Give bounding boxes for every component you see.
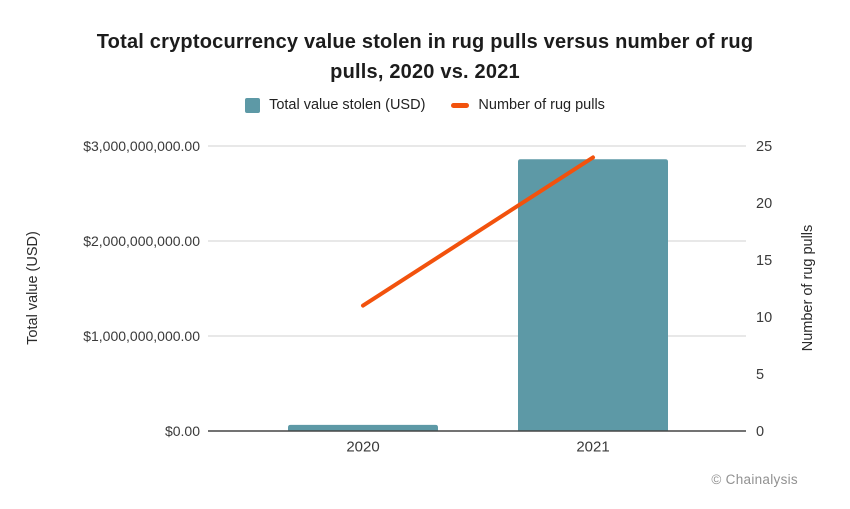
chart-title-line-1: Total cryptocurrency value stolen in rug… <box>96 31 754 53</box>
right-axis-tick-label: 15 <box>756 253 772 269</box>
left-axis-tick-label: $2,000,000,000.00 <box>83 233 200 249</box>
bar-2021 <box>518 159 668 432</box>
right-axis-tick-label: 20 <box>756 196 772 212</box>
chart-title: Total cryptocurrency value stolen in rug… <box>0 27 850 87</box>
right-axis-tick-label: 0 <box>756 424 764 440</box>
left-axis-tick-label: $1,000,000,000.00 <box>83 328 200 344</box>
x-axis-label-2020: 2020 <box>346 438 379 455</box>
x-axis-label-2021: 2021 <box>576 438 609 455</box>
left-axis-tick-label: $3,000,000,000.00 <box>83 138 200 154</box>
right-axis-tick-label: 10 <box>756 310 772 326</box>
legend-label-total-value: Total value stolen (USD) <box>269 97 426 113</box>
legend: Total value stolen (USD) Number of rug p… <box>0 94 850 116</box>
chart-title-line-2: pulls, 2020 vs. 2021 <box>330 61 520 83</box>
line-series-swatch-icon <box>451 102 470 108</box>
bar-2020 <box>288 424 438 431</box>
legend-item-total-value: Total value stolen (USD) <box>245 97 425 113</box>
right-axis-tick-label: 5 <box>756 367 764 383</box>
left-axis-title: Total value (USD) <box>25 231 41 345</box>
chart-plot-area: $0.00 $1,000,000,000.00 $2,000,000,000.00 $… <box>25 138 816 455</box>
rug-pulls-line <box>361 155 595 308</box>
right-axis-title: Number of rug pulls <box>800 225 816 352</box>
legend-label-rug-pulls: Number of rug pulls <box>478 97 605 113</box>
bar-series-swatch-icon <box>245 97 261 113</box>
source-attribution: © Chainalysis <box>711 472 798 487</box>
legend-item-rug-pulls: Number of rug pulls <box>451 97 605 113</box>
right-axis-tick-label: 25 <box>756 139 772 155</box>
left-axis-tick-label: $0.00 <box>165 423 200 439</box>
